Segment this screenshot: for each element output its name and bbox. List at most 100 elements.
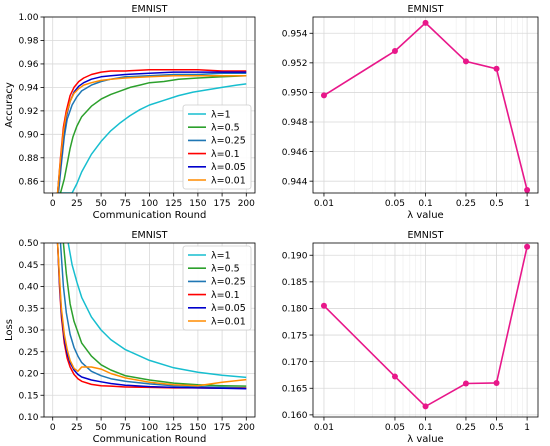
y-tick-label: 0.35 [18,304,38,314]
x-tick-label: 1 [524,423,530,433]
chart-title: EMNIST [132,230,168,241]
y-tick-label: 0.45 [18,261,38,271]
chart-panel-1: 0 25 50 75 100 125 150 175 200 0.86 0.88 0.90 0.92 0.… [4,4,256,221]
y-tick-label: 0.954 [282,29,308,39]
data-point [462,58,469,65]
series-line-6 [56,243,247,387]
legend-label: λ=0.01 [211,175,246,186]
y-tick-label: 0.944 [282,177,308,187]
x-tick-label: 125 [165,423,182,433]
y-tick-label: 0.160 [282,411,308,421]
y-tick-label: 0.30 [18,326,38,336]
x-tick-label: 0.25 [456,199,476,209]
series-line-1 [57,83,247,193]
x-tick-label: 0 [50,423,56,433]
x-tick-label: 175 [213,199,230,209]
legend-label: λ=0.1 [211,290,240,301]
legend-box [182,104,252,190]
series-line-1 [67,243,247,379]
plot-area [320,19,531,193]
legend-label: λ=0.25 [211,277,246,288]
x-axis-label: Communication Round [93,210,207,221]
y-axis-label: Loss [4,319,15,341]
y-tick-label: 0.180 [282,305,308,315]
x-tick-label: 125 [165,199,182,209]
x-tick-label: 200 [238,423,255,433]
data-point [524,243,531,250]
legend: λ=1 λ=0.5 λ=0.25 λ=0.1 λ=0.05 λ=0.01 [182,245,252,331]
legend: λ=1 λ=0.5 λ=0.25 λ=0.1 λ=0.05 λ=0.01 [182,104,252,190]
x-tick-label: 100 [141,423,158,433]
legend-box [182,245,252,331]
x-tick-label: 75 [120,199,131,209]
x-tick-label: 1 [524,199,530,209]
y-tick-label: 0.946 [282,148,308,158]
x-tick-label: 0.01 [314,199,334,209]
chart-title: EMNIST [408,4,444,15]
series-line-3 [57,72,247,193]
series-line [323,246,528,408]
y-tick-label: 0.90 [18,131,38,141]
series-line-2 [62,243,247,387]
legend-label: λ=0.25 [211,136,246,147]
x-tick-label: 0.25 [456,423,476,433]
x-tick-label: 0.05 [385,423,405,433]
y-axis-label: Accuracy [4,82,15,128]
x-tick-label: 0.01 [314,423,334,433]
x-tick-label: 0.1 [418,423,432,433]
series-line-6 [56,74,247,193]
y-tick-label: 0.950 [282,89,308,99]
x-tick-label: 25 [71,199,82,209]
data-point [524,187,531,193]
y-tick-label: 0.20 [18,370,38,380]
x-tick-label: 0.05 [385,199,405,209]
series-line-2 [59,74,247,193]
y-tick-label: 0.15 [18,391,38,401]
y-tick-label: 0.40 [18,283,38,293]
y-tick-label: 0.50 [18,239,38,249]
y-tick-label: 0.165 [282,384,308,394]
y-tick-label: 0.170 [282,358,308,368]
x-axis-label: λ value [407,434,443,445]
x-tick-label: 0.5 [489,199,503,209]
plot-area [56,243,247,390]
x-axis-label: λ value [407,210,443,221]
x-tick-label: 150 [189,199,206,209]
data-point [320,92,327,99]
y-tick-label: 0.190 [282,251,308,261]
data-point [422,19,429,26]
x-tick-label: 200 [238,199,255,209]
data-point [493,65,500,72]
y-tick-label: 0.98 [18,37,38,47]
y-tick-label: 0.185 [282,278,308,288]
legend-label: λ=1 [211,109,231,120]
legend-label: λ=0.05 [211,303,246,314]
y-tick-label: 0.10 [18,413,38,423]
legend-label: λ=0.5 [211,264,240,275]
plot-area [320,243,531,410]
chart-panel-3: 0 25 50 75 100 125 150 175 200 0.10 0.15 0.20 0.25 0.… [4,230,256,445]
data-point [493,379,500,386]
y-tick-label: 0.948 [282,118,308,128]
x-tick-label: 0 [50,199,56,209]
legend-label: λ=0.1 [211,149,240,160]
chart-panel-4: 0.01 0.05 0.1 0.25 0.5 1 0.160 0.165 0.170 0.175 0… [282,230,539,445]
data-point [462,380,469,387]
x-axis-label: Communication Round [93,434,207,445]
data-point [391,373,398,380]
series-line-3 [59,243,247,389]
x-tick-label: 0.1 [418,199,432,209]
x-tick-label: 100 [141,199,158,209]
x-tick-label: 75 [120,423,131,433]
chart-title: EMNIST [132,4,168,15]
data-point [422,403,429,410]
x-tick-label: 25 [71,423,82,433]
x-tick-label: 150 [189,423,206,433]
y-tick-label: 0.952 [282,59,308,69]
y-tick-label: 0.96 [18,60,38,70]
y-tick-label: 0.92 [18,107,38,117]
y-tick-label: 0.25 [18,348,38,358]
y-tick-label: 0.88 [18,154,38,164]
y-tick-label: 1.00 [18,13,38,23]
